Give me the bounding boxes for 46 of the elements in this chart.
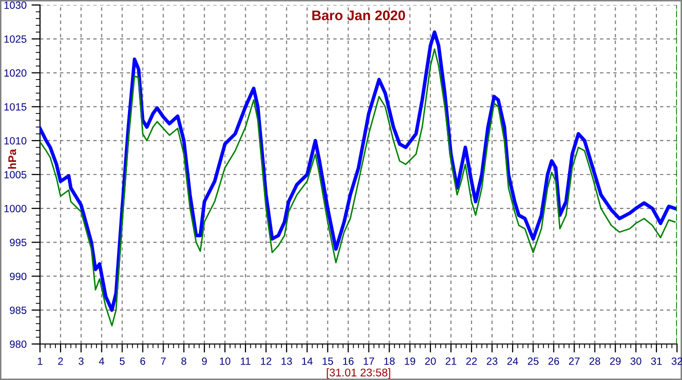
y-tick-label: 1020 <box>4 69 26 77</box>
y-tick-label: 1000 <box>4 204 26 212</box>
x-tick-label: 21 <box>446 357 456 365</box>
x-tick-label: 1 <box>38 358 42 365</box>
x-tick-label: 24 <box>507 357 518 365</box>
x-tick-label: 17 <box>364 358 374 365</box>
x-tick-label: 9 <box>202 357 207 365</box>
chart-title: Baro Jan 2020 <box>312 10 406 20</box>
y-tick-label: 1010 <box>4 137 26 144</box>
y-tick-label: 1015 <box>4 103 26 111</box>
x-tick-label: 27 <box>568 357 580 365</box>
x-tick-label: 18 <box>384 357 395 365</box>
x-tick-label: 15 <box>322 358 334 365</box>
y-axis-title: hPa <box>8 148 16 169</box>
x-tick-label: 11 <box>240 358 250 365</box>
x-tick-label: 26 <box>548 357 560 365</box>
x-tick-label: 22 <box>466 357 477 365</box>
x-tick-label: 16 <box>343 357 354 365</box>
x-tick-label: 6 <box>140 357 146 365</box>
y-tick-label: 1005 <box>4 171 26 178</box>
y-tick-label: 995 <box>10 238 26 246</box>
y-tick-label: 1030 <box>4 2 26 9</box>
x-tick-label: 8 <box>181 357 186 365</box>
x-tick-label: 4 <box>98 358 104 365</box>
x-tick-label: 7 <box>160 358 166 365</box>
x-tick-label: 30 <box>630 357 642 365</box>
x-tick-label: 28 <box>590 357 600 365</box>
y-tick-label: 980 <box>10 340 26 348</box>
x-tick-label: 3 <box>78 357 84 365</box>
x-tick-label: 29 <box>610 357 621 365</box>
x-tick-label: 13 <box>282 357 292 365</box>
x-tick-label: 10 <box>220 357 230 365</box>
x-tick-label: 31 <box>651 357 662 365</box>
x-tick-label: 32 <box>672 357 682 365</box>
x-tick-label: 23 <box>486 357 498 365</box>
x-tick-label: 19 <box>404 357 416 365</box>
y-tick-label: 1025 <box>4 35 26 43</box>
x-tick-label: 14 <box>302 358 313 365</box>
x-tick-label: 12 <box>261 357 272 365</box>
y-tick-label: 990 <box>10 272 26 280</box>
x-tick-label: 5 <box>120 358 125 365</box>
y-tick-label: 985 <box>10 306 26 314</box>
x-tick-label: 20 <box>425 357 436 365</box>
x-axis-title: [31.01 23:58] <box>326 368 390 379</box>
x-tick-label: 25 <box>528 357 539 365</box>
x-tick-label: 2 <box>58 357 63 365</box>
